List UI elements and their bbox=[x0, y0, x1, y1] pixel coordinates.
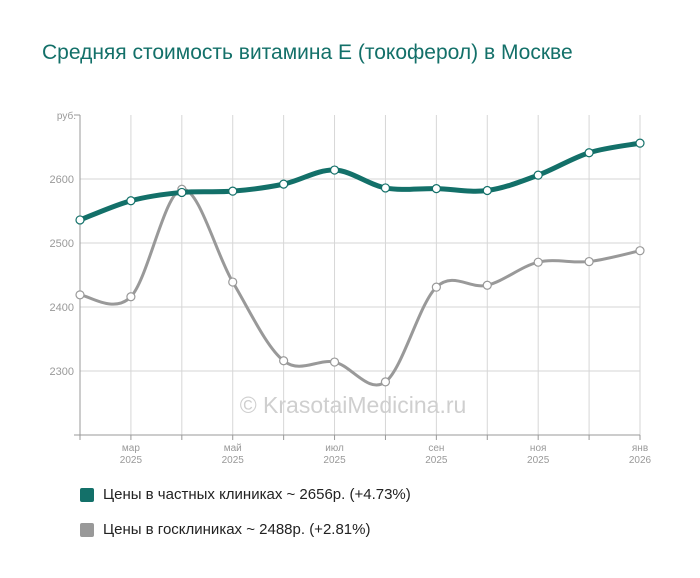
x-tick-year: 2026 bbox=[629, 455, 652, 466]
data-point bbox=[635, 246, 645, 256]
data-point bbox=[228, 277, 238, 287]
x-tick-month: мар bbox=[122, 443, 140, 454]
data-point bbox=[75, 290, 85, 300]
y-tick-label: 2400 bbox=[50, 302, 74, 314]
data-point bbox=[482, 280, 492, 290]
data-point bbox=[431, 282, 441, 292]
data-point bbox=[380, 377, 391, 387]
data-point bbox=[584, 148, 594, 158]
data-point bbox=[75, 215, 85, 225]
x-tick-month: янв bbox=[632, 443, 648, 454]
legend-item-private[interactable]: Цены в частных клиниках ~ 2656р. (+4.73%… bbox=[80, 486, 411, 503]
data-point bbox=[635, 138, 645, 148]
x-tick-year: 2025 bbox=[425, 455, 448, 466]
data-point bbox=[533, 257, 543, 267]
data-point bbox=[329, 357, 340, 367]
x-tick-month: сен bbox=[428, 443, 444, 454]
x-tick-year: 2025 bbox=[120, 455, 143, 466]
x-tick-year: 2025 bbox=[527, 455, 550, 466]
data-point bbox=[482, 185, 492, 196]
chart-title: Средняя стоимость витамина Е (токоферол)… bbox=[42, 41, 573, 64]
x-tick-year: 2025 bbox=[323, 455, 346, 466]
legend-label-public: Цены в госклиниках ~ 2488р. (+2.81%) bbox=[103, 521, 371, 538]
series-line bbox=[79, 140, 641, 223]
y-tick-label: 2300 bbox=[50, 366, 74, 378]
legend-label-private: Цены в частных клиниках ~ 2656р. (+4.73%… bbox=[103, 486, 411, 503]
x-tick-month: май bbox=[224, 443, 242, 454]
x-tick-month: ноя bbox=[530, 443, 547, 454]
legend-item-public[interactable]: Цены в госклиниках ~ 2488р. (+2.81%) bbox=[80, 521, 370, 538]
data-point bbox=[177, 187, 187, 198]
data-point bbox=[584, 256, 594, 267]
data-point bbox=[228, 186, 238, 196]
data-point bbox=[431, 184, 441, 194]
data-point bbox=[329, 165, 340, 175]
y-tick-label: 2500 bbox=[50, 238, 74, 250]
x-tick-year: 2025 bbox=[222, 455, 245, 466]
data-point bbox=[126, 292, 136, 302]
data-point bbox=[279, 356, 289, 366]
y-tick-label: 2600 bbox=[50, 174, 74, 186]
data-point bbox=[126, 196, 136, 206]
watermark: © KrasotaiMedicina.ru bbox=[240, 392, 467, 418]
legend-swatch-private bbox=[80, 487, 94, 502]
data-point bbox=[380, 183, 391, 193]
data-point bbox=[279, 179, 289, 189]
y-axis-unit: руб. bbox=[57, 110, 76, 122]
legend-swatch-public bbox=[80, 522, 94, 537]
data-point bbox=[533, 170, 543, 180]
series-line bbox=[79, 187, 641, 387]
x-tick-month: июл bbox=[325, 443, 344, 454]
